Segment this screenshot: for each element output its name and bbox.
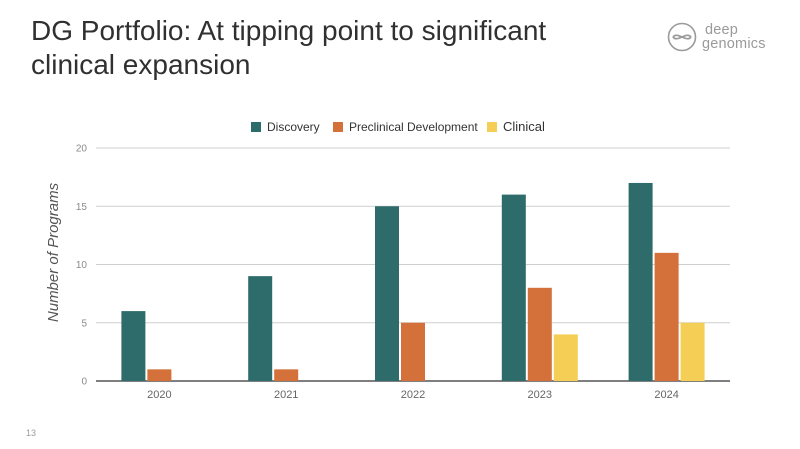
bar-preclinical-development: [147, 369, 172, 381]
legend-label: Preclinical Development: [349, 120, 478, 134]
logo-text-line1: deep: [705, 22, 739, 38]
y-tick-label: 0: [81, 377, 87, 388]
y-axis-title: Number of Programs: [45, 182, 62, 322]
legend-label: Discovery: [267, 120, 320, 134]
x-tick-label: 2021: [274, 389, 298, 401]
logo-text-line2: genomics: [702, 36, 766, 52]
bar-discovery: [248, 276, 273, 381]
y-tick-label: 15: [76, 202, 88, 213]
bar-preclinical-development: [654, 252, 679, 381]
deep-genomics-logo: deep genomics: [667, 22, 766, 52]
x-tick-label: 2022: [401, 389, 425, 401]
slide-title: DG Portfolio: At tipping point to signif…: [31, 15, 547, 80]
bar-preclinical-development: [401, 322, 425, 381]
legend-swatch-2: [333, 122, 343, 132]
bar-preclinical-development: [527, 287, 552, 381]
x-tick-label: 2023: [528, 389, 552, 401]
bar-clinical: [680, 322, 705, 381]
y-tick-label: 5: [81, 318, 87, 329]
bar-discovery: [628, 182, 653, 381]
deep-genomics-logo-icon: [667, 22, 697, 52]
y-tick-label: 20: [76, 144, 88, 155]
bar-discovery: [121, 311, 146, 381]
x-tick-label: 2024: [654, 389, 678, 401]
bar-discovery: [375, 206, 399, 381]
bar-preclinical-development: [274, 369, 299, 381]
page-number: 13: [26, 428, 37, 438]
legend-label: Clinical: [503, 119, 545, 134]
legend-swatch-3: [487, 122, 497, 132]
bar-clinical: [553, 334, 578, 381]
bar-discovery: [501, 194, 526, 381]
y-tick-label: 10: [76, 260, 88, 271]
legend-swatch-1: [251, 122, 261, 132]
x-tick-label: 2020: [147, 389, 171, 401]
